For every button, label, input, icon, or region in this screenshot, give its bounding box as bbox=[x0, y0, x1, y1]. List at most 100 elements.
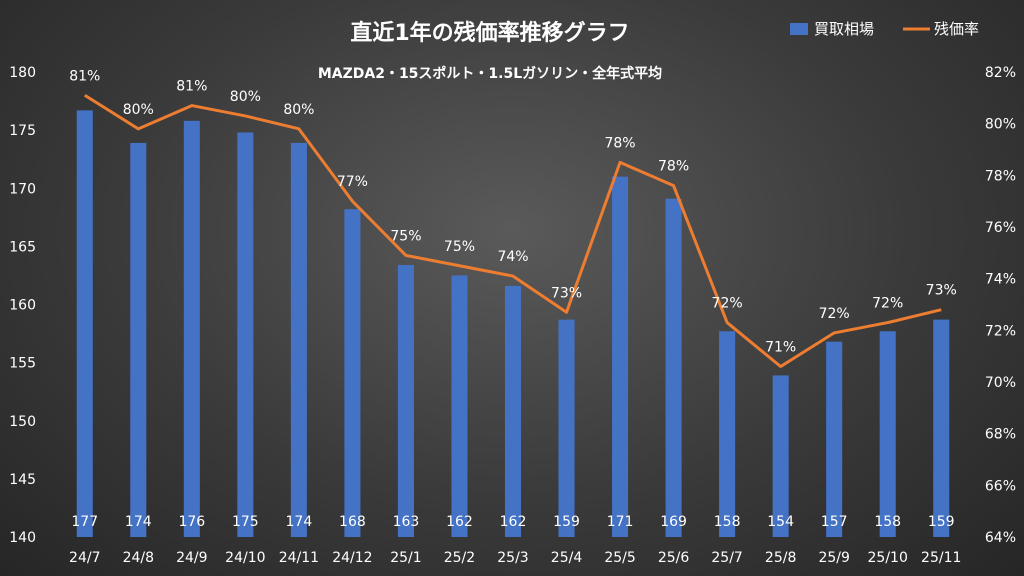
bar-data-label: 174 bbox=[125, 514, 152, 530]
line-data-label: 80% bbox=[230, 89, 261, 105]
bar bbox=[719, 331, 736, 537]
bar-data-label: 159 bbox=[553, 514, 580, 530]
left-axis-tick-label: 155 bbox=[9, 356, 36, 372]
left-axis-tick-label: 175 bbox=[9, 123, 36, 139]
legend-label-bar: 買取相場 bbox=[814, 20, 874, 38]
line-data-label: 73% bbox=[926, 283, 957, 299]
bar bbox=[76, 110, 93, 538]
x-axis-tick-label: 24/10 bbox=[225, 550, 265, 566]
line-data-label: 81% bbox=[176, 79, 207, 95]
right-axis-tick-label: 64% bbox=[985, 530, 1016, 546]
bar-data-label: 158 bbox=[714, 514, 741, 530]
x-axis-tick-label: 24/11 bbox=[279, 550, 319, 566]
legend: 買取相場 残価率 bbox=[790, 20, 979, 38]
bar-data-label: 154 bbox=[767, 514, 794, 530]
bar-data-label: 163 bbox=[393, 514, 420, 530]
x-axis-ticks: 24/7 24/8 24/9 24/10 24/11 24/12 25/1 25/2 25/3 2… bbox=[69, 550, 961, 566]
right-axis-tick-label: 74% bbox=[985, 272, 1016, 288]
bar-data-labels: 177 174 176 175 174 168 163 162 162 159 171 169 158 1… bbox=[71, 514, 954, 530]
line-data-label: 78% bbox=[604, 135, 635, 151]
x-axis-tick-label: 24/9 bbox=[176, 550, 207, 566]
x-axis-tick-label: 25/2 bbox=[444, 550, 475, 566]
bar-series bbox=[76, 110, 950, 538]
line-data-label: 81% bbox=[69, 68, 100, 84]
x-axis-tick-label: 25/6 bbox=[658, 550, 690, 566]
line-data-label: 77% bbox=[337, 174, 368, 190]
bar bbox=[397, 264, 414, 537]
bar-data-label: 174 bbox=[286, 514, 313, 530]
left-axis-tick-label: 140 bbox=[9, 530, 36, 546]
left-axis-tick-label: 150 bbox=[9, 414, 36, 430]
line-data-label: 80% bbox=[283, 102, 314, 118]
series-line bbox=[83, 93, 942, 368]
x-axis-tick-label: 25/5 bbox=[604, 550, 635, 566]
bar-data-label: 169 bbox=[660, 514, 687, 530]
right-axis-tick-label: 78% bbox=[985, 168, 1016, 184]
line-data-label: 72% bbox=[872, 296, 903, 312]
right-axis-tick-label: 68% bbox=[985, 427, 1016, 443]
right-axis-ticks: 64% 66% 68% 70% 72% 74% 76% 78% 80% 82% bbox=[985, 65, 1016, 546]
right-axis-tick-label: 76% bbox=[985, 220, 1016, 236]
x-axis-tick-label: 25/4 bbox=[551, 550, 583, 566]
left-axis-tick-label: 145 bbox=[9, 472, 36, 488]
bar bbox=[504, 285, 522, 537]
line-data-label: 80% bbox=[123, 102, 154, 118]
bar bbox=[558, 319, 575, 537]
line-series bbox=[83, 93, 942, 368]
x-axis-tick-label: 25/3 bbox=[497, 550, 528, 566]
x-axis-tick-label: 25/7 bbox=[711, 550, 742, 566]
bar-data-label: 157 bbox=[821, 514, 848, 530]
x-axis-tick-label: 25/9 bbox=[818, 550, 849, 566]
line-data-label: 74% bbox=[497, 249, 528, 265]
left-axis-tick-label: 170 bbox=[9, 181, 36, 197]
line-data-label: 72% bbox=[712, 296, 743, 312]
left-axis-tick-label: 180 bbox=[9, 65, 36, 81]
chart-subtitle: MAZDA2・15スポルト・1.5Lガソリン・全年式平均 bbox=[318, 65, 662, 82]
x-axis-tick-label: 24/8 bbox=[123, 550, 154, 566]
x-axis-tick-label: 25/10 bbox=[868, 550, 908, 566]
line-data-label: 73% bbox=[551, 285, 582, 301]
bar bbox=[772, 375, 789, 537]
left-axis-tick-label: 160 bbox=[9, 298, 36, 314]
left-axis-tick-label: 165 bbox=[9, 239, 36, 255]
bar-data-label: 158 bbox=[874, 514, 901, 530]
bar bbox=[933, 319, 950, 537]
bar bbox=[130, 142, 147, 537]
right-axis-tick-label: 66% bbox=[985, 478, 1016, 494]
line-data-label: 78% bbox=[658, 159, 689, 175]
left-axis-ticks: 140 145 150 155 160 165 170 175 180 bbox=[9, 65, 36, 546]
chart-title: 直近1年の残価率推移グラフ bbox=[350, 20, 629, 46]
bar bbox=[183, 120, 200, 537]
bar-data-label: 168 bbox=[339, 514, 366, 530]
right-axis-tick-label: 70% bbox=[985, 375, 1016, 391]
bar bbox=[826, 341, 843, 537]
bar-data-label: 171 bbox=[607, 514, 634, 530]
bar-data-label: 159 bbox=[928, 514, 955, 530]
line-data-label: 75% bbox=[444, 239, 475, 255]
bar bbox=[344, 209, 361, 538]
legend-label-line: 残価率 bbox=[934, 20, 979, 38]
line-data-labels: 81% 80% 81% 80% 80% 77% 75% 75% 74% 73% 78% 78% 72% 7… bbox=[69, 68, 957, 355]
x-axis-tick-label: 25/11 bbox=[921, 550, 961, 566]
bar-data-label: 162 bbox=[500, 514, 527, 530]
x-axis-tick-label: 24/7 bbox=[69, 550, 100, 566]
bar-data-label: 177 bbox=[71, 514, 98, 530]
x-axis-tick-label: 25/1 bbox=[390, 550, 421, 566]
line-data-label: 72% bbox=[819, 306, 850, 322]
x-axis-tick-label: 25/8 bbox=[765, 550, 796, 566]
bar bbox=[237, 132, 254, 537]
bar bbox=[451, 275, 468, 537]
bar bbox=[612, 176, 629, 537]
right-axis-tick-label: 72% bbox=[985, 323, 1016, 339]
right-axis-tick-label: 82% bbox=[985, 65, 1016, 81]
line-data-label: 71% bbox=[765, 340, 796, 356]
legend-swatch-bar bbox=[790, 23, 808, 35]
x-axis-tick-label: 24/12 bbox=[332, 550, 372, 566]
bar bbox=[665, 198, 682, 537]
bar-data-label: 176 bbox=[178, 514, 205, 530]
line-data-label: 75% bbox=[390, 228, 421, 244]
bar-data-label: 162 bbox=[446, 514, 473, 530]
right-axis-tick-label: 80% bbox=[985, 117, 1016, 133]
bar-data-label: 175 bbox=[232, 514, 259, 530]
